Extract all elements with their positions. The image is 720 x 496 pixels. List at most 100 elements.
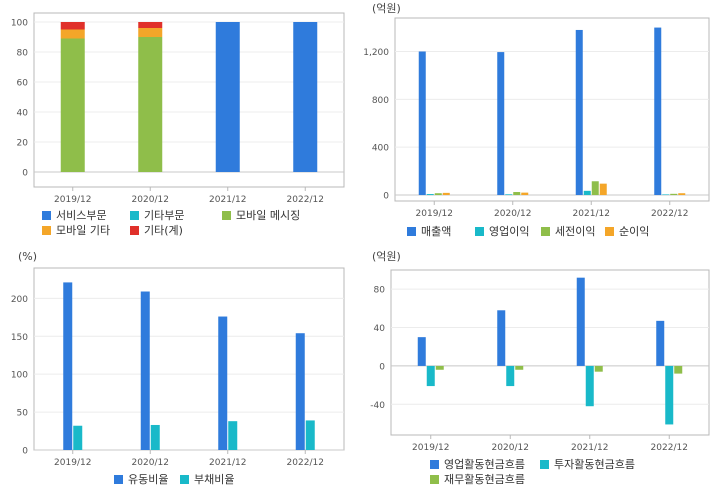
bar-4 bbox=[60, 29, 85, 39]
legend-label: 세전이익 bbox=[555, 225, 595, 238]
bar-1 bbox=[417, 337, 426, 366]
x-tick-label: 2021/12 bbox=[209, 458, 246, 468]
bar-1 bbox=[656, 320, 665, 366]
bar-1 bbox=[576, 277, 585, 366]
plot-frame bbox=[33, 12, 345, 188]
legend-swatch bbox=[180, 475, 189, 484]
x-tick-label: 2021/12 bbox=[573, 209, 610, 219]
bar-3 bbox=[591, 181, 599, 196]
bar-2 bbox=[662, 194, 670, 196]
unit-label: (%) bbox=[18, 250, 37, 263]
legend-item: 투자활동현금흐름 bbox=[540, 457, 635, 471]
bar-3 bbox=[60, 38, 85, 172]
legend-label: 영업활동현금흐름 bbox=[444, 457, 525, 471]
bar-3 bbox=[138, 37, 163, 172]
legend-item: 기타(계) bbox=[130, 224, 183, 237]
legend-swatch bbox=[540, 460, 549, 469]
legend-swatch bbox=[114, 475, 123, 484]
y-tick-label: 80 bbox=[17, 49, 29, 59]
bar-1 bbox=[215, 22, 240, 172]
bar-1 bbox=[140, 291, 150, 450]
bar-1 bbox=[218, 316, 228, 450]
bar-2 bbox=[583, 190, 591, 196]
plot-frame bbox=[390, 269, 710, 436]
legend-label: 기타(계) bbox=[144, 224, 183, 237]
y-tick-label: 200 bbox=[11, 295, 28, 305]
bar-2 bbox=[305, 420, 315, 450]
legend-label: 부채비율 bbox=[194, 473, 234, 486]
bar-4 bbox=[442, 192, 450, 196]
y-tick-label: 40 bbox=[374, 324, 386, 334]
legend-item: 유동비율 bbox=[114, 473, 168, 486]
y-tick-label: 0 bbox=[383, 192, 389, 202]
legend-label: 영업이익 bbox=[489, 225, 529, 238]
bar-2 bbox=[585, 365, 594, 407]
bar-2 bbox=[506, 365, 515, 387]
x-tick-label: 2020/12 bbox=[494, 209, 531, 219]
x-tick-label: 2019/12 bbox=[416, 209, 453, 219]
legend-label: 투자활동현금흐름 bbox=[554, 457, 635, 471]
bar-2 bbox=[150, 424, 160, 450]
x-tick-label: 2022/12 bbox=[651, 443, 688, 453]
x-tick-label: 2021/12 bbox=[209, 195, 246, 205]
x-tick-label: 2019/12 bbox=[412, 443, 449, 453]
bar-2 bbox=[665, 365, 674, 425]
y-tick-label: 150 bbox=[11, 333, 28, 343]
y-tick-label: 400 bbox=[372, 144, 389, 154]
bar-1 bbox=[497, 310, 506, 366]
legend-label: 기타부문 bbox=[144, 209, 184, 222]
legend-swatch bbox=[430, 475, 439, 484]
bar-1 bbox=[575, 29, 583, 196]
bar-1 bbox=[293, 22, 318, 172]
legend-swatch bbox=[130, 226, 139, 235]
legend-item: 재무활동현금흐름 bbox=[430, 472, 525, 486]
legend-swatch bbox=[130, 211, 139, 220]
legend-label: 순이익 bbox=[619, 225, 649, 238]
y-tick-label: 100 bbox=[11, 371, 28, 381]
x-tick-label: 2021/12 bbox=[571, 443, 608, 453]
bar-2 bbox=[426, 194, 434, 196]
bar-2 bbox=[505, 194, 513, 196]
legend-swatch bbox=[430, 460, 439, 469]
x-tick-label: 2022/12 bbox=[287, 458, 324, 468]
y-tick-label: 800 bbox=[372, 96, 389, 106]
bar-2 bbox=[73, 425, 83, 450]
bar-5 bbox=[60, 22, 85, 30]
y-tick-label: 20 bbox=[17, 139, 29, 149]
x-tick-label: 2022/12 bbox=[651, 209, 688, 219]
bar-1 bbox=[654, 27, 662, 196]
bar-3 bbox=[434, 193, 442, 196]
y-tick-label: 60 bbox=[17, 79, 29, 89]
bar-3 bbox=[670, 193, 678, 196]
legend-item: 세전이익 bbox=[541, 225, 595, 238]
bar-4 bbox=[521, 192, 529, 196]
legend-swatch bbox=[222, 211, 231, 220]
x-tick-label: 2019/12 bbox=[54, 195, 91, 205]
bar-3 bbox=[435, 365, 444, 370]
legend-item: 기타부문 bbox=[130, 209, 184, 222]
legend-item: 순이익 bbox=[605, 225, 649, 238]
legend-swatch bbox=[407, 227, 416, 236]
y-tick-label: 1,200 bbox=[363, 48, 389, 58]
bar-1 bbox=[497, 52, 505, 196]
bar-1 bbox=[295, 333, 305, 450]
y-tick-label: 0 bbox=[379, 362, 385, 372]
legend-label: 재무활동현금흐름 bbox=[444, 472, 525, 486]
legend-label: 유동비율 bbox=[128, 473, 168, 486]
legend-label: 서비스부문 bbox=[56, 209, 107, 222]
bar-3 bbox=[594, 365, 603, 372]
legend-swatch bbox=[42, 211, 51, 220]
y-tick-label: -40 bbox=[370, 401, 385, 411]
x-tick-label: 2020/12 bbox=[492, 443, 529, 453]
x-tick-label: 2022/12 bbox=[287, 195, 324, 205]
legend-item: 모바일 기타 bbox=[42, 223, 110, 237]
legend-item: 모바일 메시징 bbox=[222, 208, 300, 222]
x-tick-label: 2019/12 bbox=[54, 458, 91, 468]
unit-label: (억원) bbox=[372, 250, 401, 263]
legend-label: 매출액 bbox=[421, 225, 451, 238]
legend-item: 매출액 bbox=[407, 225, 451, 238]
bar-3 bbox=[513, 192, 521, 196]
